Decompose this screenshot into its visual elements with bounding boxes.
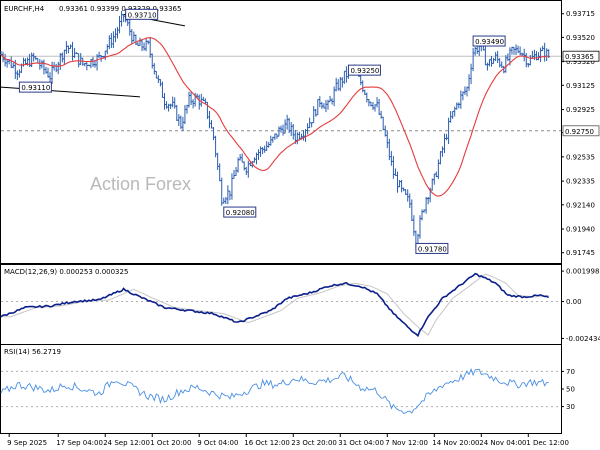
price-annotations: 0.93710 0.93110 0.92080 0.93250 0.91780 0.934… [18,8,506,254]
rsi-tick-label: 30 [566,403,575,411]
time-tick-label: 31 Oct 04:00 [338,439,384,447]
macd-tick-label: 0.00 [566,298,582,306]
price-tick-label: 0.92535 [566,153,595,161]
price-annotation-label: 0.92080 [226,209,255,217]
support-price-box [562,125,600,137]
macd-tick-label: -0.002434 [566,335,600,343]
price-candles [0,10,550,250]
price-tick-label: 0.92925 [566,106,595,114]
time-tick-label: 17 Sep 04:00 [56,439,103,447]
price-tick-label: 0.93125 [566,82,595,90]
current-price-box [562,50,600,62]
macd-signal-line [1,273,549,336]
price-tick-label: 0.92140 [566,201,595,209]
support-price-label: 0.92750 [565,128,594,136]
ohlc-readout: 0.93361 0.93399 0.93329 0.93365 [59,5,181,13]
rsi-lines [0,368,561,415]
price-annotation-label: 0.93490 [475,38,504,46]
rsi-title: RSI(14) 56.2719 [4,348,61,356]
price-tick-label: 0.93715 [566,10,595,18]
price-annotation-label: 0.93250 [350,67,379,75]
price-annotation-box [415,242,449,254]
price-annotation-box [223,206,257,218]
price-tick-label: 0.93320 [566,58,595,66]
symbol-title: EURCHF,H4 [4,5,45,13]
rsi-tick-label: 70 [566,368,575,376]
moving-average-line [0,37,549,197]
moving-average [0,37,549,197]
rsi-tick-label: 50 [566,386,575,394]
price-annotation-label: 0.93710 [128,11,157,19]
price-annotation-box [18,81,52,93]
watermark-text: Action Forex [90,174,191,194]
macd-panel-frame [0,264,562,345]
price-annotation-box [347,64,381,76]
macd-title: MACD(12,26,9) 0.000253 0.000325 [4,268,128,276]
price-levels [1,55,561,132]
time-tick-label: 1 Oct 20:00 [150,439,191,447]
rsi-axis: 70 50 30 [561,368,575,411]
price-axis: 0.93715 0.93520 0.93320 0.93125 0.92925 0.927… [561,10,600,257]
time-tick-label: 16 Oct 12:00 [244,439,290,447]
price-tick-label: 0.93520 [566,34,595,42]
time-tick-label: 23 Oct 20:00 [291,439,337,447]
time-tick-label: 9 Sep 2025 [7,439,47,447]
rsi-line [0,368,549,415]
price-tick-label: 0.91940 [566,226,595,234]
time-tick-label: 24 Sep 12:00 [103,439,150,447]
macd-axis: 0.001998 0.00 -0.002434 [561,268,600,343]
price-panel-frame [0,0,562,264]
current-price-label: 0.93365 [565,53,594,61]
price-tick-label: 0.91745 [566,249,595,257]
price-annotation-label: 0.91780 [418,245,447,253]
price-annotation-box [472,35,506,47]
macd-panel [0,264,562,345]
time-tick-label: 1 Dec 12:00 [526,439,569,447]
price-annotation-box [125,8,159,20]
rsi-panel-frame [0,344,562,434]
time-tick-label: 24 Nov 04:00 [479,439,526,447]
time-tick-label: 7 Nov 12:00 [385,439,428,447]
macd-main-line [0,272,550,338]
macd-tick-label: 0.001998 [566,268,599,276]
price-panel [0,0,562,264]
time-tick-label: 9 Oct 04:00 [197,439,238,447]
rsi-panel [0,344,562,434]
price-tick-label: 0.92335 [566,178,595,186]
price-annotation-label: 0.93110 [21,84,50,92]
macd-lines [0,272,561,338]
time-tick-label: 14 Nov 20:00 [432,439,479,447]
time-axis: 9 Sep 2025 17 Sep 04:00 24 Sep 12:00 1 Oct … [7,434,569,447]
